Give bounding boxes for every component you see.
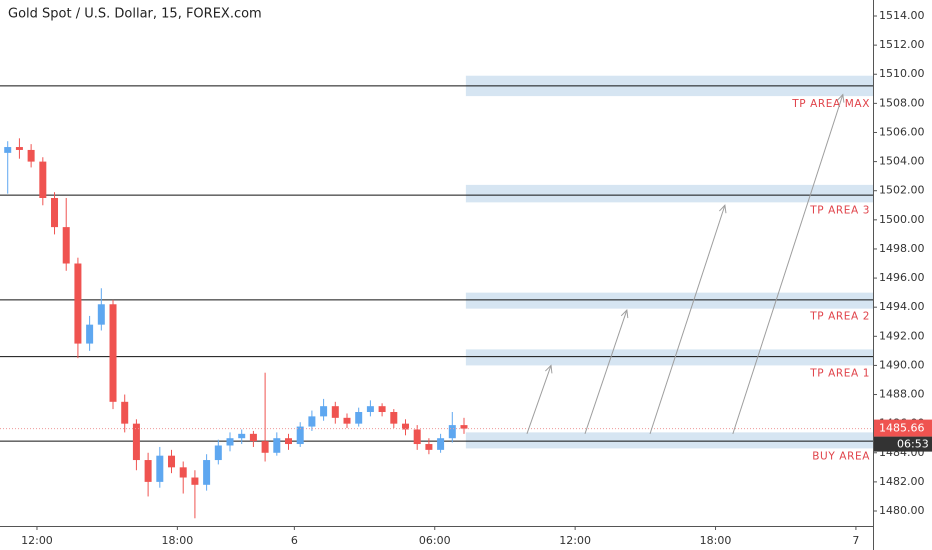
last-price-box [874,419,932,437]
arrow [526,365,552,435]
x-tick-label: 12:00 [21,534,53,547]
y-tick-label: 1480.00 [879,504,925,517]
candle-body [62,227,70,264]
candle-body [86,324,94,344]
arrow-head [545,364,553,374]
candle-body [343,417,351,424]
arrow-head [620,309,629,319]
candle-body [97,304,105,325]
x-tick-label: 6 [291,534,298,547]
candle-body [331,406,339,418]
candle-body [249,433,257,442]
zone [465,432,873,449]
countdown-label: 06:53 [897,438,929,451]
x-tick-label: 12:00 [559,534,591,547]
candle-body [214,445,222,461]
candle-body [448,425,456,439]
candle-body [355,412,363,424]
candle-body [144,460,152,482]
zone [465,349,873,366]
arrow [732,94,844,434]
zone [465,184,873,203]
zone-label: TP AREA 1 [809,367,870,379]
zone-label: TP AREA 2 [809,311,870,323]
x-tick-label: 18:00 [700,534,732,547]
y-tick-label: 1492.00 [879,329,925,342]
arrow-head [718,204,727,214]
y-tick-label: 1490.00 [879,358,925,371]
candle-body [366,406,374,413]
y-tick-label: 1488.00 [879,388,925,401]
y-tick-label: 1494.00 [879,300,925,313]
y-tick-label: 1498.00 [879,242,925,255]
y-tick-label: 1500.00 [879,213,925,226]
candle-body [109,304,117,402]
candle-body [378,406,386,413]
arrow [584,309,628,435]
candle-body [4,147,12,153]
candle-body [132,423,140,461]
y-tick-label: 1504.00 [879,155,925,168]
candle-body [425,444,433,450]
candle-body [121,401,129,424]
candle-body [273,438,281,453]
y-tick-label: 1510.00 [879,67,925,80]
x-tick-label: 18:00 [162,534,194,547]
candle-body [413,429,421,445]
candle-body [15,147,23,150]
y-tick-label: 1482.00 [879,475,925,488]
candle-body [27,149,35,162]
x-tick-label: 7 [852,534,859,547]
x-tick-label: 06:00 [419,534,451,547]
candle-body [285,438,293,445]
y-tick-label: 1508.00 [879,96,925,109]
candle-body [51,197,59,228]
y-tick-label: 1506.00 [879,125,925,138]
last-price-label: 1485.66 [879,422,925,435]
candle-body [168,455,176,468]
candle-body [191,477,199,485]
candle-body [238,433,246,439]
candle-body [39,161,47,198]
candle-body [203,460,211,485]
candle-body [156,455,164,482]
y-tick-label: 1502.00 [879,184,925,197]
arrow [649,205,726,435]
zone-label: BUY AREA [812,450,870,462]
candle-body [390,412,398,424]
candle-body [74,263,82,344]
y-tick-label: 1514.00 [879,9,925,22]
candle-body [261,441,269,453]
candle-body [320,406,328,417]
chart-title: Gold Spot / U.S. Dollar, 15, FOREX.com [8,7,262,22]
zone-label: TP AREA MAX [791,98,870,110]
candle-body [401,423,409,430]
candle-body [226,438,234,446]
zone-label: TP AREA 3 [809,204,870,216]
candle-body [179,467,187,478]
y-tick-label: 1496.00 [879,271,925,284]
candle-body [460,425,468,429]
y-tick-label: 1512.00 [879,38,925,51]
zone [465,292,873,309]
candle-body [296,426,304,445]
candle-body [437,438,445,450]
arrow-head [836,93,845,103]
countdown-box [874,436,932,452]
candle-body [308,416,316,427]
